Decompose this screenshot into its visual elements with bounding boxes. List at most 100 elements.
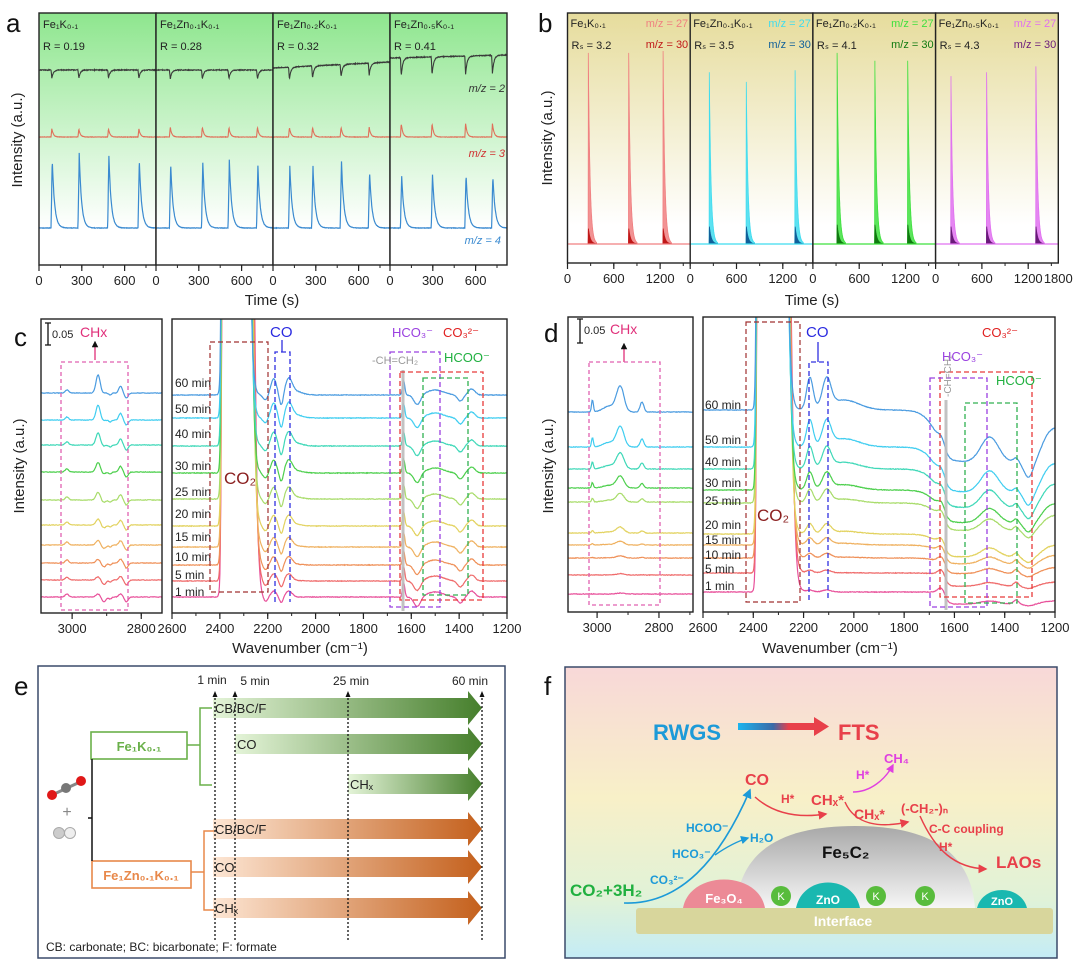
c-co2-box	[209, 341, 269, 593]
chartD-spectrum-right	[703, 317, 1055, 520]
right-x-tick-label: 2600	[158, 621, 187, 636]
a-x-tick-label: 300	[422, 273, 444, 288]
f-ch2n-label: (-CH₂-)ₙ	[901, 801, 948, 816]
d-hco3-label: HCO₃⁻	[942, 349, 983, 364]
left-frame	[567, 316, 694, 613]
chartC-spectrum-right	[172, 319, 507, 608]
a-trace-mz2	[156, 68, 273, 81]
f-co-label: CO	[745, 772, 769, 789]
a-legend-mz4: m/z = 4	[465, 235, 501, 247]
d-scale-bar	[577, 318, 583, 344]
b-legend-mz30: m/z = 30	[1014, 39, 1057, 51]
time-label: 20 min	[705, 518, 741, 532]
a-trace-mz3	[273, 125, 390, 139]
c-co3-box	[399, 371, 484, 601]
b-x-tick-label: 1200	[646, 271, 675, 286]
b-legend-mz27: m/z = 27	[768, 18, 811, 30]
f-chx-to-ch2n-arrow	[844, 801, 910, 828]
a-trace-mz2	[390, 53, 507, 75]
e-time-gridlines	[214, 694, 483, 940]
chartC-spectrum-right	[172, 319, 507, 537]
e-catalyst-1-label: Fe₁K₀.₁	[117, 739, 162, 754]
c-annotations: 0.05 CHx CO₂ CO HCO₃⁻ CO₃²⁻ HCOO⁻ -CH=CH…	[45, 322, 490, 611]
left-frame	[40, 318, 163, 614]
time-label: 10 min	[705, 548, 741, 562]
d-ylabel: Intensity (a.u.)	[540, 418, 557, 513]
chartD-spectrum-left	[568, 451, 693, 471]
b-ratio-label: Rₛ = 4.3	[940, 40, 980, 52]
f-k-label-2: K	[872, 891, 880, 903]
right-x-tick-label: 2000	[839, 620, 868, 635]
a-sample-label: Fe₁Zn₀.₂K₀.₁	[277, 19, 337, 31]
c-co2-label: CO₂	[224, 469, 256, 488]
d-scale-bar-label: 0.05	[584, 325, 605, 337]
f-fe5c2-label: Fe₅C₂	[822, 843, 869, 862]
b-peak-mz30	[906, 224, 917, 245]
chartC-spectrum-left	[41, 432, 162, 451]
chartD-spectrum-left	[568, 572, 693, 577]
f-zno-label-1: ZnO	[816, 893, 840, 907]
chartC-spectrum-right	[172, 319, 507, 457]
f-hcoo-label: HCOO⁻	[686, 821, 728, 835]
chartC-spectrum-right	[172, 319, 507, 406]
b-legend-mz30: m/z = 30	[646, 39, 689, 51]
d-co-label: CO	[806, 324, 829, 341]
chartD-spectrum-right	[703, 317, 1055, 478]
chartC-spectrum-right	[172, 319, 507, 558]
timeline-arrow-label: CHₓ	[350, 777, 374, 792]
time-label: 20 min	[175, 507, 211, 521]
e-catalyst-2-label: Fe₁Zn₀.₁K₀.₁	[103, 868, 179, 883]
e-time-5min: 5 min	[240, 674, 269, 688]
chartD-spectrum-left	[568, 385, 693, 414]
e-plus: +	[62, 804, 71, 821]
b-sample-label: Fe₁Zn₀.₁K₀.₁	[693, 18, 753, 30]
e-catalyst-2-box	[91, 860, 192, 889]
panel-label-e: e	[14, 671, 28, 701]
a-ratio-label: R = 0.32	[277, 41, 319, 53]
d-annotations: 0.05 CHx CO₂ CO HCO₃⁻ CO₃²⁻ HCOO⁻ -CH=CH…	[577, 318, 1042, 608]
chartC-spectrum-left	[41, 539, 162, 551]
b-ratio-label: Rₛ = 3.2	[572, 40, 612, 52]
b-sample-label: Fe₁Zn₀.₅K₀.₁	[939, 18, 999, 30]
b-peak-mz27	[794, 70, 804, 245]
d-co3-label: CO₃²⁻	[982, 325, 1018, 340]
time-label: 25 min	[175, 485, 211, 499]
a-xlabel: Time (s)	[245, 292, 299, 309]
chart-a-mass-spectra: Fe₁K₀.₁ R = 0.19 0 300 600 Fe₁Zn₀.₁K₀.₁ R = 0.…	[35, 12, 508, 288]
a-x-tick-label: 300	[71, 273, 93, 288]
time-label: 15 min	[705, 533, 741, 547]
f-fe3o4-label: Fe₃O₄	[705, 891, 743, 906]
time-label: 5 min	[705, 562, 734, 576]
a-trace-mz3	[390, 122, 507, 139]
panel-e-timeline: 1 min 5 min 25 min 60 min CB/BC/F CO CHₓ CB…	[37, 665, 506, 959]
a-x-tick-label: 0	[269, 273, 276, 288]
d-xlabel: Wavenumber (cm⁻¹)	[762, 640, 898, 657]
right-x-tick-label: 2000	[301, 621, 330, 636]
c-scale-bar-label: 0.05	[52, 329, 73, 341]
b-x-tick-label: 600	[726, 271, 748, 286]
f-ch4-label: CH₄	[884, 751, 909, 766]
f-interface-label: Interface	[814, 913, 873, 929]
right-x-tick-label: 2600	[689, 620, 718, 635]
time-label: 40 min	[175, 427, 211, 441]
timeline-arrow-label: CO	[237, 737, 257, 752]
b-legend-mz27: m/z = 27	[1014, 18, 1057, 30]
panel-label-a: a	[6, 8, 21, 38]
c-chx-box	[60, 361, 129, 611]
f-chx-star-1: CHₓ*	[811, 792, 844, 809]
c-ylabel: Intensity (a.u.)	[11, 418, 28, 513]
b-legend-mz30: m/z = 30	[891, 39, 934, 51]
f-h-star-2: H*	[856, 768, 870, 782]
chartD-spectrum-left	[568, 591, 693, 596]
a-sample-label: Fe₁Zn₀.₁K₀.₁	[160, 19, 220, 31]
a-legend-mz2: m/z = 2	[469, 83, 505, 95]
a-subpanel-frame	[389, 12, 508, 266]
right-x-tick-label: 1200	[493, 621, 522, 636]
b-peak-mz27	[745, 81, 755, 245]
c-hco3-box	[389, 351, 441, 608]
a-x-tick-label: 600	[348, 273, 370, 288]
timeline-arrow-label: CHₓ	[215, 901, 239, 916]
a-subpanel-bg	[156, 13, 273, 265]
chartD-spectrum-right	[703, 317, 1055, 590]
a-x-tick-label: 600	[231, 273, 253, 288]
